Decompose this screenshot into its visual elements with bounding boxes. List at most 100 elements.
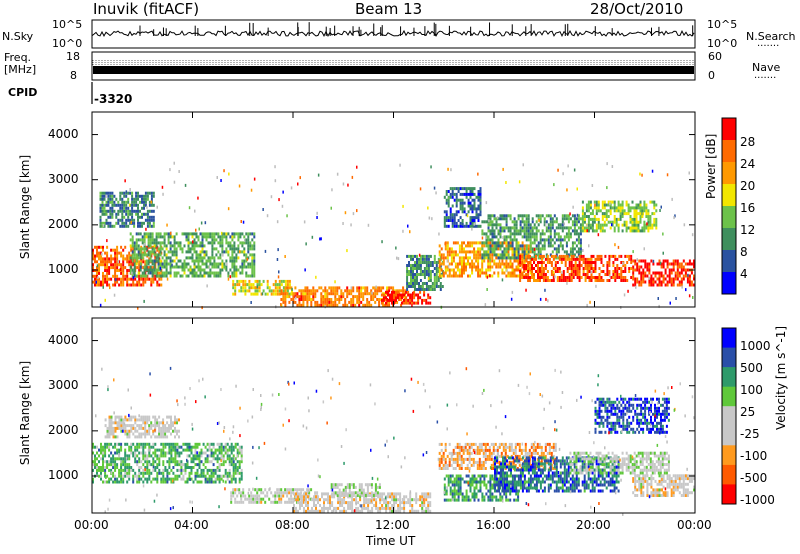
scatter-cell	[125, 209, 128, 213]
scatter-cell	[111, 224, 114, 228]
scatter-cell	[145, 268, 148, 272]
scatter-cell	[153, 250, 156, 254]
scatter-cell	[544, 273, 547, 276]
scatter-cell	[471, 268, 474, 272]
scatter-cell	[600, 254, 603, 258]
scatter-cell	[156, 480, 159, 484]
scatter-cell	[410, 267, 412, 270]
scatter-cell	[128, 468, 131, 472]
scatter-cell	[463, 201, 466, 205]
scatter-cell	[126, 274, 129, 278]
scatter-cell	[193, 244, 196, 248]
scatter-cell	[639, 215, 642, 218]
scatter-cell	[473, 219, 476, 222]
scatter-cell	[418, 267, 420, 270]
scatter-cell	[591, 184, 594, 187]
scatter-cell	[579, 223, 582, 227]
scatter-cell	[116, 277, 119, 281]
scatter-cell	[582, 261, 585, 264]
scatter-cell	[569, 232, 572, 236]
scatter-cell	[555, 226, 558, 230]
scatter-cell	[94, 283, 96, 287]
scatter-cell	[222, 448, 225, 452]
scatter-cell	[533, 257, 535, 261]
scatter-cell	[256, 279, 259, 283]
scatter-cell	[215, 265, 218, 269]
scatter-cell	[525, 257, 528, 261]
scatter-cell	[575, 229, 578, 233]
scatter-cell	[190, 457, 193, 461]
scatter-cell	[553, 235, 556, 239]
scatter-cell	[564, 276, 567, 279]
scatter-cell	[127, 215, 130, 219]
scatter-cell	[646, 265, 649, 269]
scatter-cell	[110, 426, 113, 430]
scatter-cell	[521, 247, 524, 251]
scatter-cell	[414, 273, 416, 276]
scatter-cell	[144, 280, 147, 284]
scatter-cell	[126, 435, 129, 439]
scatter-cell	[620, 279, 623, 282]
scatter-cell	[103, 221, 106, 225]
scatter-cell	[499, 247, 502, 251]
scatter-cell	[450, 253, 453, 257]
scatter-cell	[172, 448, 175, 452]
scatter-cell	[168, 457, 171, 461]
scatter-cell	[205, 262, 208, 266]
scatter-cell	[282, 298, 285, 301]
scatter-cell	[507, 247, 510, 251]
scatter-cell	[471, 207, 474, 211]
scatter-cell	[662, 259, 665, 263]
scatter-cell	[212, 480, 215, 484]
scatter-cell	[619, 209, 622, 213]
scatter-cell	[350, 286, 353, 290]
scatter-cell	[207, 235, 210, 239]
scatter-cell	[429, 273, 432, 276]
scatter-cell	[159, 247, 162, 251]
scatter-cell	[616, 270, 619, 273]
scatter-cell	[408, 264, 410, 267]
scatter-cell	[168, 415, 170, 419]
scatter-cell	[386, 303, 389, 307]
scatter-cell	[210, 474, 213, 478]
scatter-cell	[664, 259, 667, 263]
scatter-cell	[489, 232, 492, 236]
scatter-cell	[519, 273, 522, 276]
scatter-cell	[109, 197, 112, 201]
scatter-cell	[118, 474, 121, 478]
scatter-cell	[160, 477, 163, 481]
scatter-cell	[613, 203, 616, 207]
scatter-cell	[234, 289, 237, 293]
scatter-cell	[107, 197, 110, 201]
scatter-cell	[96, 457, 98, 461]
scatter-cell	[527, 217, 530, 221]
scatter-cell	[160, 421, 163, 425]
scatter-cell	[126, 463, 129, 467]
scatter-cell	[114, 429, 117, 433]
scatter-cell	[521, 241, 524, 245]
scatter-cell	[278, 286, 281, 290]
scatter-cell	[406, 285, 409, 288]
scatter-cell	[176, 421, 178, 425]
scatter-cell	[188, 445, 191, 449]
scatter-cell	[473, 247, 476, 251]
scatter-cell	[215, 247, 218, 251]
scatter-cell	[210, 460, 213, 464]
scatter-cell	[200, 474, 203, 478]
scatter-cell	[142, 260, 145, 264]
scatter-cell	[475, 253, 478, 257]
scatter-cell	[597, 203, 600, 207]
scatter-cell	[141, 241, 144, 245]
scatter-cell	[189, 241, 192, 245]
scatter-cell	[590, 270, 593, 274]
scatter-cell	[589, 300, 591, 304]
scatter-cell	[346, 295, 349, 299]
scatter-cell	[193, 274, 196, 278]
scatter-cell	[191, 268, 194, 272]
scatter-cell	[129, 188, 131, 191]
scatter-cell	[160, 271, 163, 275]
scatter-cell	[511, 226, 514, 230]
scatter-cell	[485, 244, 488, 248]
scatter-cell	[447, 196, 450, 200]
scatter-cell	[127, 224, 130, 228]
